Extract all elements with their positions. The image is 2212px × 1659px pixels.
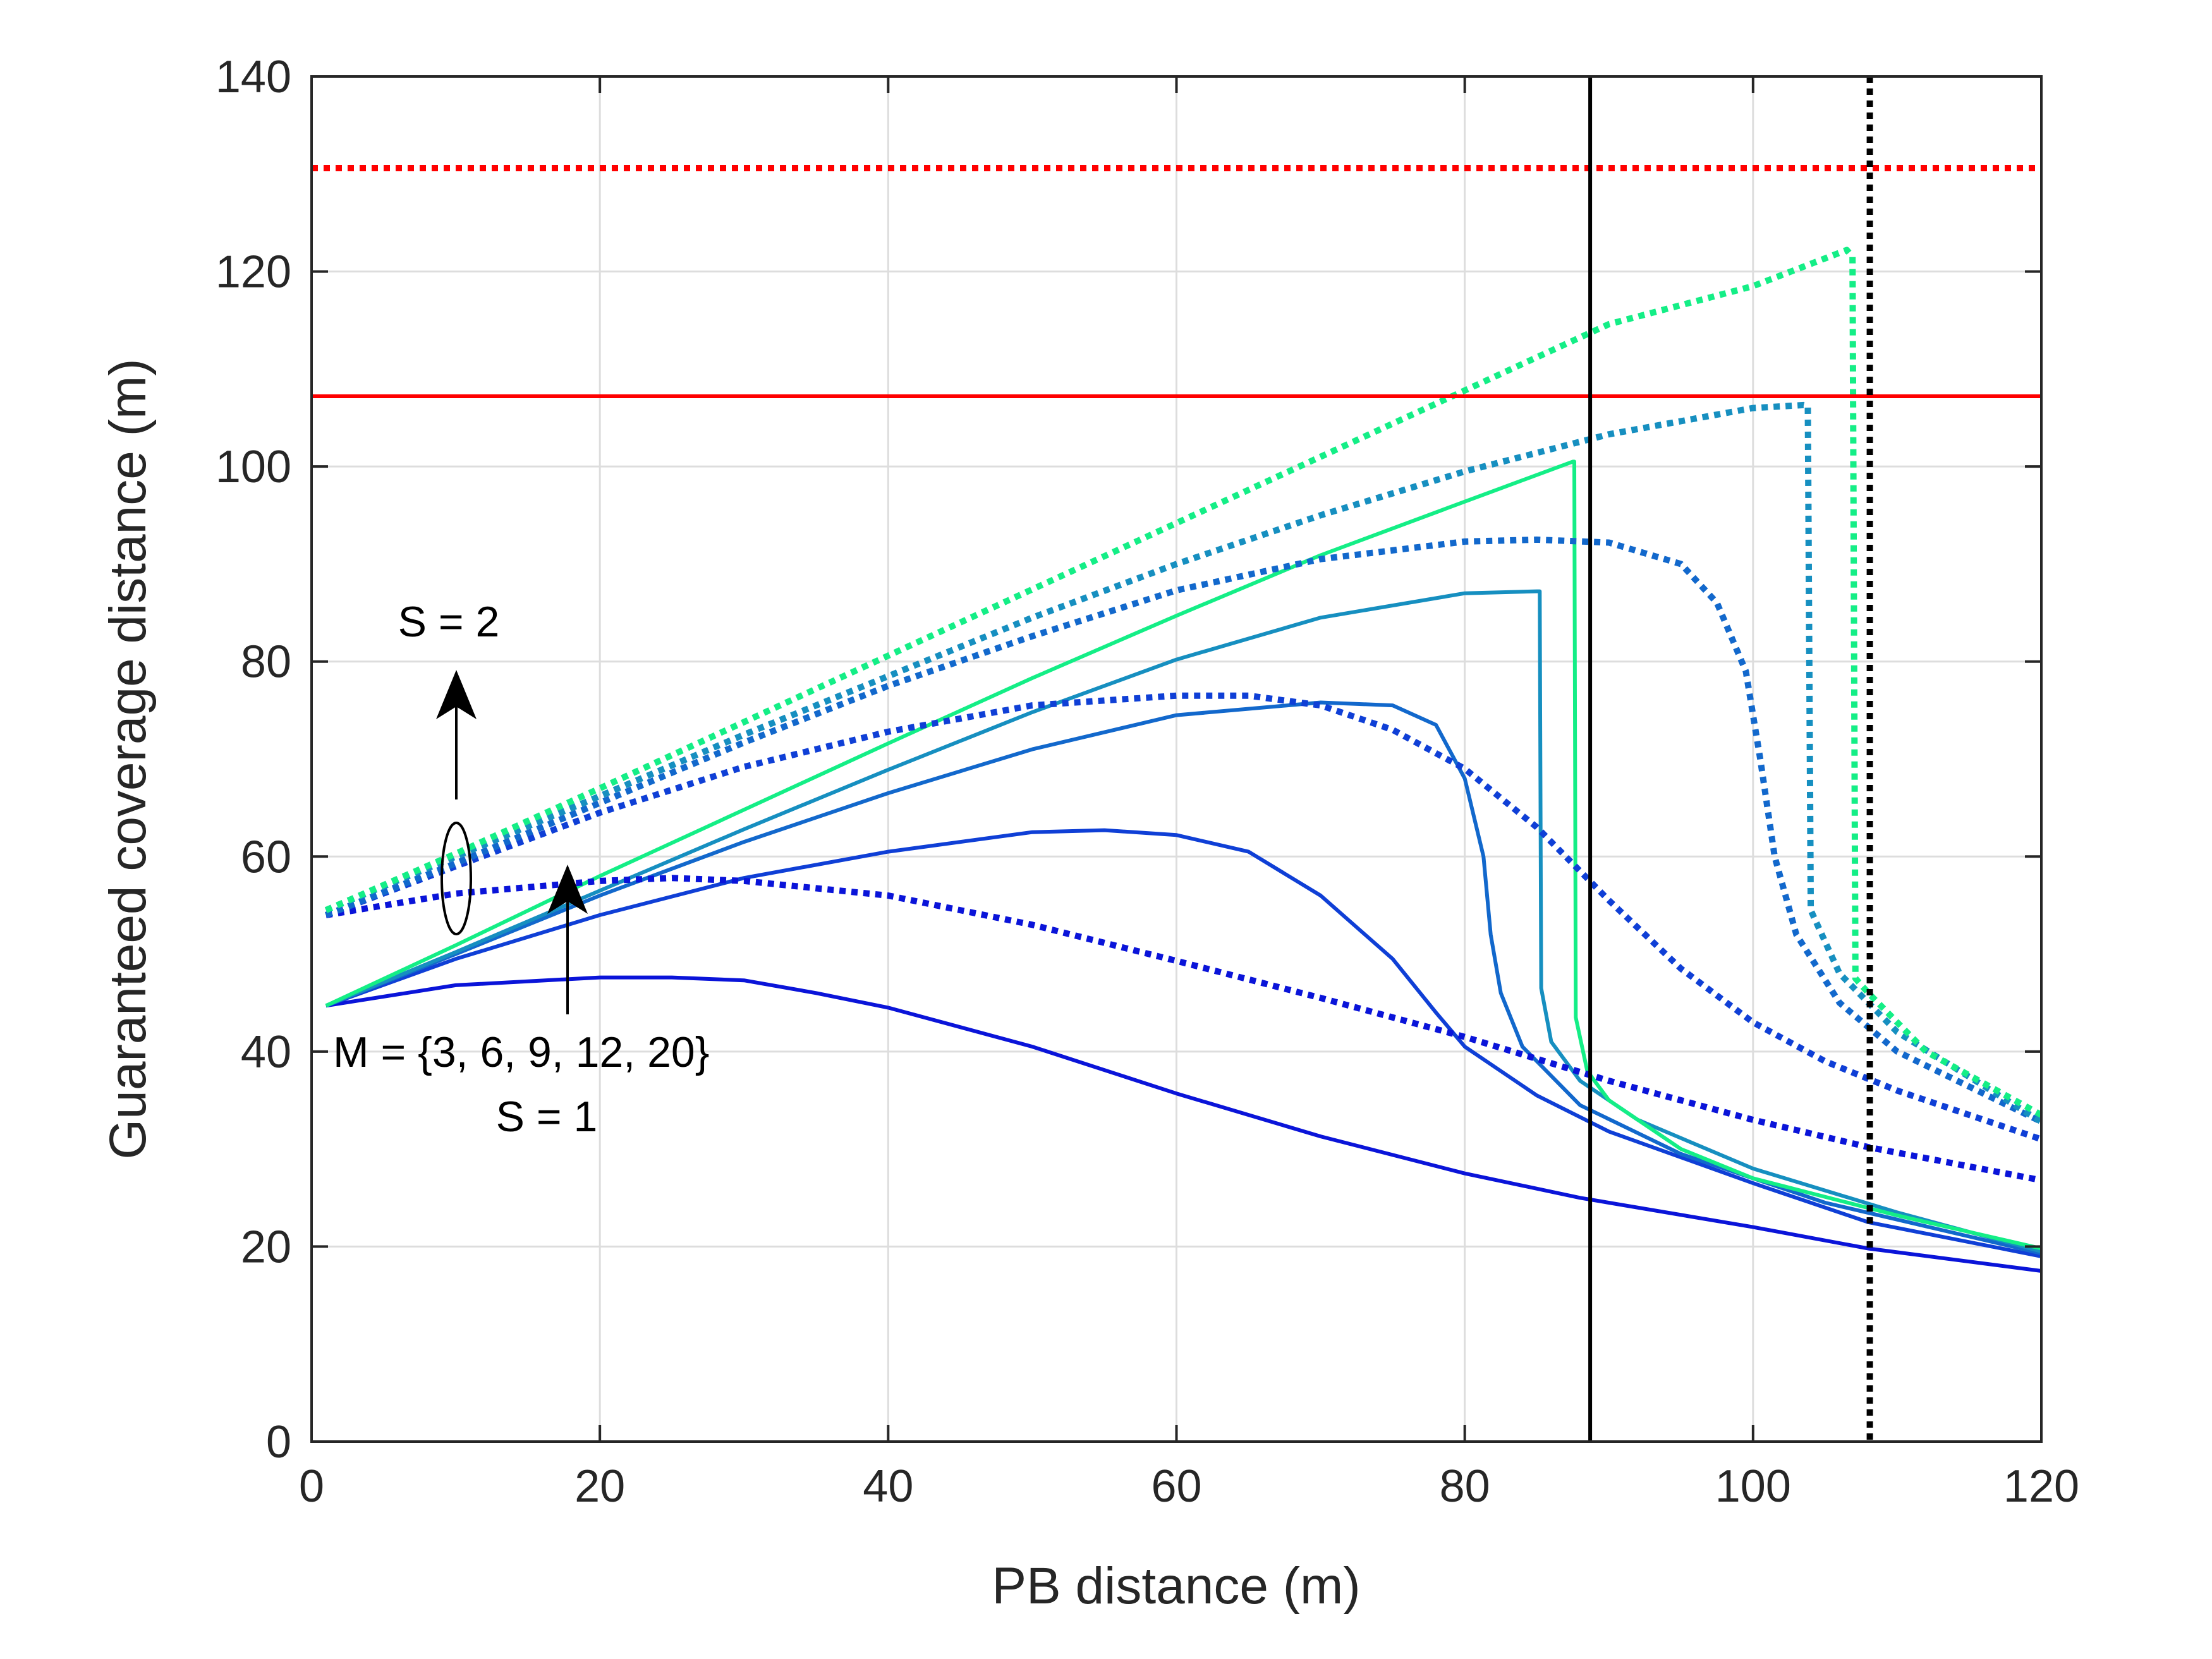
y-tick-label: 140 bbox=[216, 52, 291, 102]
x-axis-title: PB distance (m) bbox=[992, 1557, 1360, 1615]
tick-marks bbox=[310, 75, 2043, 1443]
y-tick-label: 120 bbox=[216, 247, 291, 298]
s2-annotation: S = 2 bbox=[398, 598, 500, 646]
x-tick-label: 60 bbox=[1151, 1461, 1201, 1512]
series-line-s-1-m-12 bbox=[325, 589, 2042, 1253]
reference-lines bbox=[312, 76, 2041, 1442]
y-tick-label: 100 bbox=[216, 442, 291, 492]
y-tick-label: 60 bbox=[241, 832, 291, 882]
x-tick-label: 80 bbox=[1440, 1461, 1490, 1512]
m-annotation: M = {3, 6, 9, 12, 20} bbox=[333, 1028, 709, 1076]
y-tick-label: 40 bbox=[241, 1027, 291, 1078]
grid bbox=[312, 76, 2041, 1442]
x-tick-label: 100 bbox=[1715, 1461, 1791, 1512]
s2-ellipse-marker bbox=[441, 822, 472, 935]
y-tick-label: 80 bbox=[241, 637, 291, 688]
y-tick-label: 0 bbox=[266, 1417, 291, 1468]
y-tick-label: 20 bbox=[241, 1222, 291, 1272]
series-line-s-1-m-20 bbox=[325, 459, 2042, 1251]
y-axis-title: Guaranteed coverage distance (m) bbox=[99, 358, 157, 1159]
series-line-s-1-m-3 bbox=[325, 975, 2042, 1273]
x-tick-label: 20 bbox=[574, 1461, 625, 1512]
x-tick-label: 0 bbox=[299, 1461, 324, 1512]
x-tick-label: 120 bbox=[2003, 1461, 2079, 1512]
s1-annotation: S = 1 bbox=[496, 1093, 598, 1141]
s2-arrowhead-icon bbox=[436, 670, 477, 719]
series-line-s-1-m-6 bbox=[325, 828, 2042, 1258]
series-line-s-2-m-3 bbox=[325, 875, 2042, 1184]
series-line-s-1-m-9 bbox=[325, 700, 2042, 1256]
series-line-s-2-m-12 bbox=[324, 401, 2043, 1125]
series-line-s-2-m-9 bbox=[324, 536, 2043, 1125]
tick-labels: 0 20 40 60 80 100 120 0 20 40 60 80 100 120 140 bbox=[216, 52, 2079, 1512]
m-arrowhead-icon bbox=[547, 865, 588, 914]
series-line-s-2-m-20 bbox=[324, 246, 2043, 1118]
x-tick-label: 40 bbox=[863, 1461, 913, 1512]
annotations: S = 2 M = {3, 6, 9, 12, 20} S = 1 bbox=[333, 598, 709, 1141]
series-group bbox=[324, 246, 2043, 1273]
